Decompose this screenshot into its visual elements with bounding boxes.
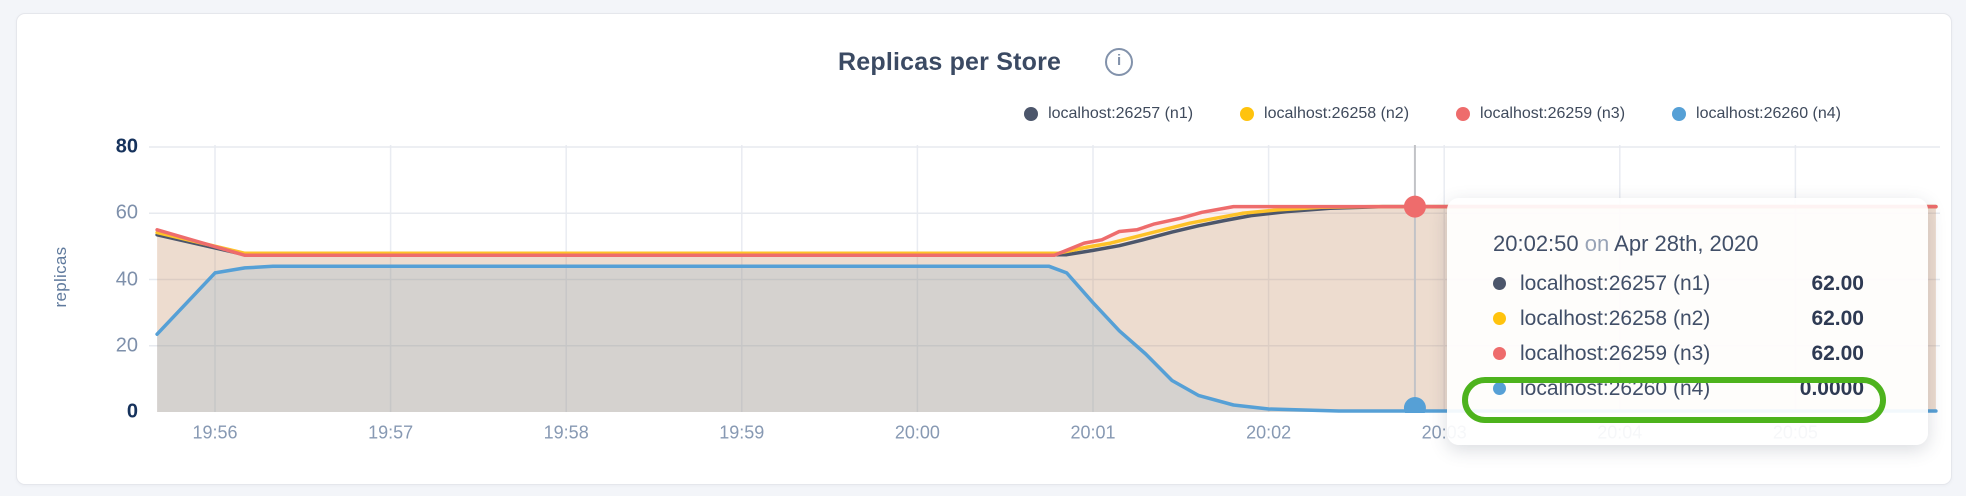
y-tick-label: 80 — [115, 135, 138, 158]
tooltip-series-label: localhost:26260 (n4) — [1520, 376, 1711, 400]
y-tick-label: 60 — [115, 201, 138, 224]
x-tick-label: 19:57 — [368, 422, 414, 443]
series-line — [155, 204, 1938, 258]
legend-dot-icon — [1240, 107, 1255, 121]
series-dot-icon — [1493, 382, 1506, 395]
tooltip-date: Apr 28th, 2020 — [1614, 231, 1759, 256]
tooltip-conjunction: on — [1584, 231, 1610, 256]
tooltip-series-value: 62.00 — [1811, 271, 1864, 295]
legend-item[interactable]: localhost:26257 (n1) — [1024, 105, 1193, 123]
legend-item[interactable]: localhost:26259 (n3) — [1456, 105, 1625, 123]
x-tick-label: 20:02 — [1246, 422, 1292, 443]
page-title: Replicas per Store — [838, 47, 1062, 76]
series-line — [155, 264, 1938, 413]
legend-dot-icon — [1672, 107, 1687, 121]
x-tick-label: 20:00 — [894, 422, 940, 443]
series-dot-icon — [1493, 312, 1506, 325]
tooltip-row-highlighted: localhost:26260 (n4) 0.0000 — [1493, 371, 1864, 406]
legend-dot-icon — [1024, 107, 1039, 121]
series-dot-icon — [1493, 277, 1506, 290]
tooltip-time: 20:02:50 — [1493, 231, 1579, 256]
y-axis-title: replicas — [51, 246, 70, 308]
hover-point-icon — [1403, 195, 1426, 218]
x-tick-label: 19:56 — [192, 422, 238, 443]
legend-label: localhost:26257 (n1) — [1048, 105, 1194, 122]
y-tick-label: 40 — [115, 268, 138, 290]
x-tick-label: 19:59 — [719, 422, 765, 443]
tooltip-row: localhost:26259 (n3) 62.00 — [1493, 336, 1864, 371]
tooltip-row: localhost:26257 (n1) 62.00 — [1493, 266, 1864, 301]
tooltip-timestamp: 20:02:50 on Apr 28th, 2020 — [1493, 231, 1864, 257]
legend-item[interactable]: localhost:26258 (n2) — [1240, 105, 1409, 123]
tooltip-series-value: 0.0000 — [1799, 376, 1864, 400]
tooltip-series-label: localhost:26257 (n1) — [1520, 271, 1711, 295]
hover-point-icon — [1403, 397, 1426, 413]
x-tick-label: 19:58 — [543, 422, 589, 443]
tooltip-series-label: localhost:26258 (n2) — [1520, 306, 1711, 330]
legend-item[interactable]: localhost:26260 (n4) — [1672, 105, 1841, 123]
legend-dot-icon — [1456, 107, 1471, 121]
x-tick-label: 20:01 — [1070, 422, 1116, 443]
legend-label: localhost:26258 (n2) — [1264, 105, 1410, 122]
legend-label: localhost:26260 (n4) — [1696, 105, 1841, 122]
y-tick-label: 0 — [126, 400, 138, 423]
tooltip-series-value: 62.00 — [1811, 341, 1864, 365]
y-tick-label: 20 — [115, 334, 138, 357]
info-icon[interactable]: i — [1105, 48, 1134, 76]
series-dot-icon — [1493, 347, 1506, 360]
chart-legend: localhost:26257 (n1) localhost:26258 (n2)… — [1024, 103, 1841, 125]
series-area — [157, 266, 1936, 412]
legend-label: localhost:26259 (n3) — [1480, 105, 1626, 122]
hover-tooltip: 20:02:50 on Apr 28th, 2020 localhost:262… — [1447, 198, 1928, 445]
tooltip-series-value: 62.00 — [1811, 306, 1864, 330]
chart-header: Replicas per Store i — [838, 44, 1134, 80]
tooltip-row: localhost:26258 (n2) 62.00 — [1493, 301, 1864, 336]
tooltip-series-label: localhost:26259 (n3) — [1520, 341, 1711, 365]
